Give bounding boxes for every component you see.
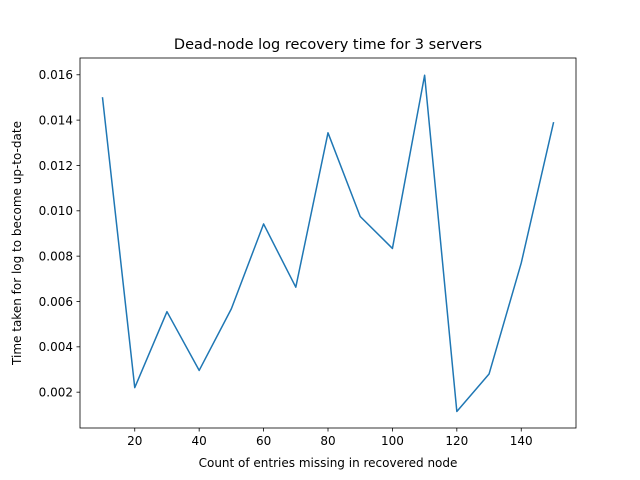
chart-title: Dead-node log recovery time for 3 server… (174, 37, 482, 53)
y-tick-label: 0.002 (39, 385, 73, 399)
x-tick-label: 80 (320, 434, 335, 448)
x-axis-label: Count of entries missing in recovered no… (199, 456, 458, 470)
y-axis-label: Time taken for log to become up-to-date (10, 121, 24, 366)
y-tick-label: 0.010 (39, 204, 73, 218)
y-tick-label: 0.008 (39, 249, 73, 263)
series-line (101, 74, 555, 413)
x-tick-label: 100 (381, 434, 404, 448)
y-axis-ticks: 0.002 0.004 0.006 0.008 0.010 0.012 0.014 0.016 (39, 68, 80, 399)
y-tick-label: 0.012 (39, 159, 73, 173)
y-tick-label: 0.006 (39, 295, 73, 309)
x-tick-label: 60 (256, 434, 271, 448)
x-tick-label: 40 (192, 434, 207, 448)
x-tick-label: 140 (510, 434, 533, 448)
x-axis-ticks: 20 40 60 80 100 120 140 (127, 428, 533, 448)
y-tick-label: 0.004 (39, 340, 73, 354)
x-tick-label: 120 (445, 434, 468, 448)
y-tick-label: 0.014 (39, 113, 73, 127)
x-tick-label: 20 (127, 434, 142, 448)
y-tick-label: 0.016 (39, 68, 73, 82)
